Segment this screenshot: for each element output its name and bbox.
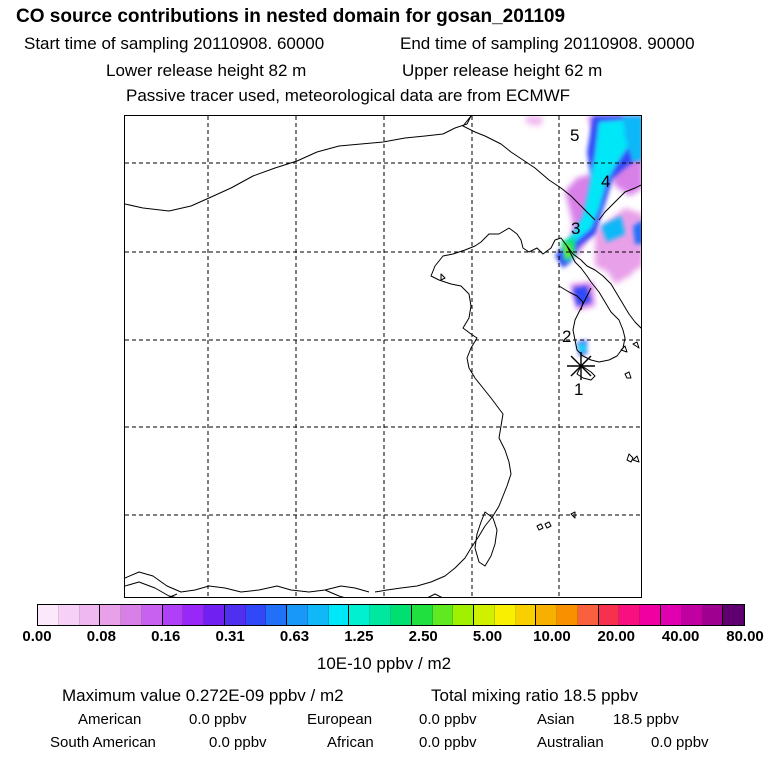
maximum-value: Maximum value 0.272E-09 ppbv / m2 xyxy=(62,686,344,705)
colorbar-segment xyxy=(38,605,59,625)
colorbar-segment xyxy=(307,605,329,625)
map-canvas: 1 2 3 4 5 xyxy=(125,116,641,597)
colorbar-segment xyxy=(640,605,661,625)
colorbar-segment xyxy=(411,605,433,625)
colorbar-segment xyxy=(536,605,558,625)
plot-title: CO source contributions in nested domain… xyxy=(16,6,566,27)
colorbar-units: 10E-10 ppbv / m2 xyxy=(316,654,452,673)
colorbar-segment xyxy=(723,605,745,625)
colorbar-tick-label: 2.50 xyxy=(408,628,438,645)
colorbar-segment xyxy=(660,605,682,625)
colorbar-segment xyxy=(287,605,308,625)
colorbar-tick-label: 40.00 xyxy=(661,628,700,645)
colorbar-ticks: 0.00 0.08 0.16 0.31 0.63 1.25 2.50 5.00 10.00 20.… xyxy=(0,628,768,650)
african-value: 0.0 ppbv xyxy=(419,734,477,751)
colorbar-segment xyxy=(474,605,495,625)
colorbar-segment xyxy=(266,605,288,625)
graticule xyxy=(125,116,641,597)
colorbar-segment xyxy=(349,605,371,625)
colorbar-segment xyxy=(162,605,184,625)
trajectory-label-2: 2 xyxy=(562,327,571,346)
trajectory-label-3: 3 xyxy=(571,219,580,238)
end-time: End time of sampling 20110908. 90000 xyxy=(400,34,695,53)
trajectory-label-1: 1 xyxy=(574,380,583,399)
tracer-note: Passive tracer used, meteorological data… xyxy=(126,86,571,105)
colorbar-tick-label: 20.00 xyxy=(597,628,636,645)
colorbar-tick-label: 0.00 xyxy=(22,628,52,645)
colorbar-segment xyxy=(598,605,620,625)
american-label: American xyxy=(78,711,142,728)
colorbar-segment xyxy=(619,605,641,625)
asian-value: 18.5 ppbv xyxy=(613,711,679,728)
colorbar-segment xyxy=(183,605,205,625)
colorbar-tick-label: 10.00 xyxy=(533,628,571,645)
colorbar-segment xyxy=(515,605,537,625)
colorbar-tick-label: 0.16 xyxy=(151,628,181,645)
colorbar-segment xyxy=(370,605,392,625)
colorbar-segment xyxy=(681,605,703,625)
european-label: European xyxy=(307,711,373,728)
colorbar-segment xyxy=(204,605,225,625)
australian-label: Australian xyxy=(537,734,604,751)
colorbar-segment xyxy=(79,605,101,625)
colorbar-tick-label: 1.25 xyxy=(344,628,374,645)
colorbar-segment xyxy=(557,605,578,625)
start-time: Start time of sampling 20110908. 60000 xyxy=(24,34,325,53)
colorbar-segment xyxy=(577,605,599,625)
colorbar-segment xyxy=(100,605,122,625)
lower-release-height: Lower release height 82 m xyxy=(106,61,307,80)
south-american-label: South American xyxy=(50,734,156,751)
south-american-value: 0.0 ppbv xyxy=(209,734,267,751)
colorbar-tick-label: 80.00 xyxy=(726,628,764,645)
colorbar-segment xyxy=(224,605,246,625)
map-panel: 1 2 3 4 5 xyxy=(124,115,642,598)
colorbar-tick-label: 0.63 xyxy=(279,628,310,645)
colorbar-segment xyxy=(328,605,350,625)
trajectory-label-4: 4 xyxy=(601,172,610,191)
colorbar-segment xyxy=(432,605,454,625)
american-value: 0.0 ppbv xyxy=(189,711,247,728)
upper-release-height: Upper release height 62 m xyxy=(402,61,603,80)
receptor-star-icon xyxy=(567,352,595,380)
total-mixing-ratio: Total mixing ratio 18.5 ppbv xyxy=(431,686,638,705)
colorbar xyxy=(37,604,745,626)
trajectory-label-5: 5 xyxy=(570,126,579,145)
colorbar-tick-label: 0.31 xyxy=(215,628,245,645)
colorbar-segment xyxy=(141,605,163,625)
concentration-plume xyxy=(525,116,641,356)
coastlines xyxy=(125,116,641,597)
colorbar-segment xyxy=(391,605,412,625)
colorbar-segment xyxy=(245,605,267,625)
colorbar-tick-label: 5.00 xyxy=(472,628,503,645)
colorbar-segment xyxy=(121,605,142,625)
colorbar-segment xyxy=(494,605,516,625)
european-value: 0.0 ppbv xyxy=(419,711,477,728)
colorbar-tick-label: 0.08 xyxy=(86,628,116,645)
african-label: African xyxy=(327,734,374,751)
colorbar-segment xyxy=(58,605,80,625)
colorbar-segment xyxy=(453,605,475,625)
asian-label: Asian xyxy=(537,711,575,728)
australian-value: 0.0 ppbv xyxy=(651,734,709,751)
colorbar-segment xyxy=(702,605,724,625)
